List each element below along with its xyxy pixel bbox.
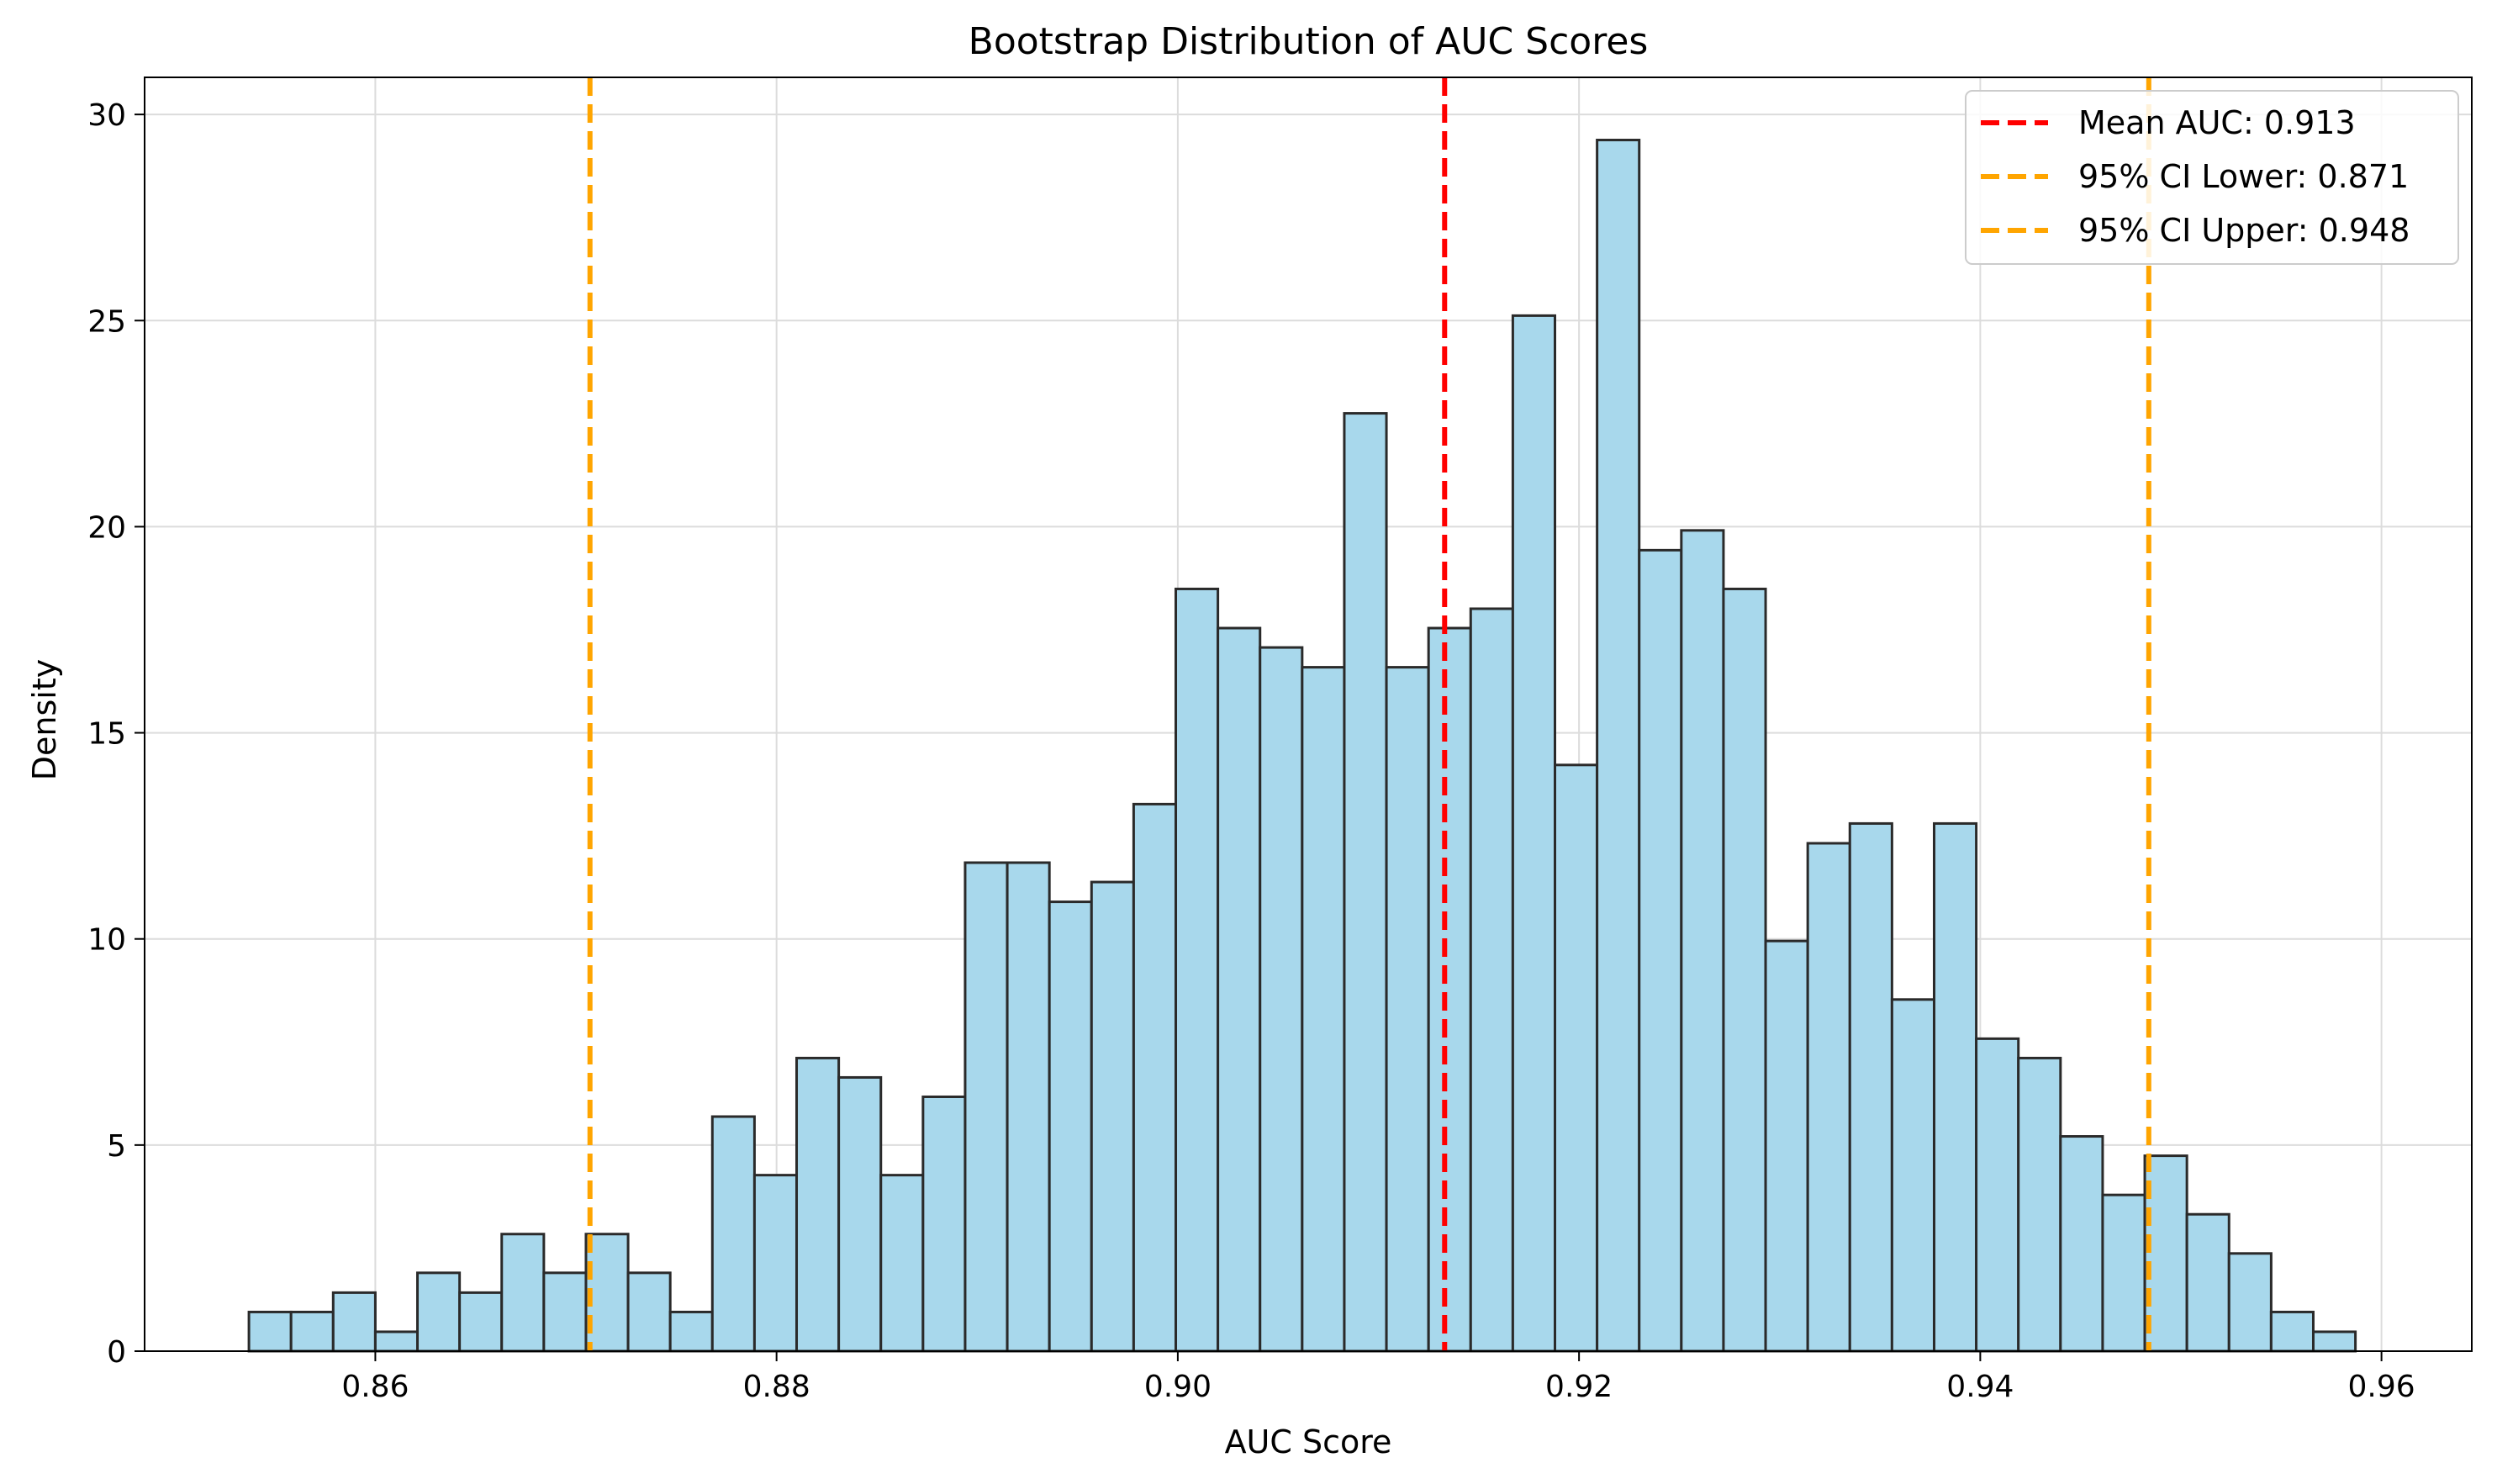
histogram-bar — [1680, 529, 1725, 1353]
x-tick-label: 0.94 — [1946, 1370, 2014, 1404]
histogram-bar — [416, 1271, 462, 1353]
histogram-bar — [1048, 900, 1093, 1353]
histogram-bar — [1932, 821, 1978, 1353]
histogram-bar — [542, 1271, 588, 1353]
histogram-bar — [837, 1075, 883, 1353]
histogram-bar — [879, 1174, 925, 1353]
y-tick-label: 10 — [87, 923, 126, 958]
histogram-bar — [247, 1310, 293, 1353]
histogram-bar — [1175, 587, 1220, 1353]
histogram-bar — [1722, 587, 1767, 1353]
y-tick-label: 0 — [107, 1335, 126, 1370]
histogram-bar — [2269, 1310, 2315, 1353]
histogram-bar — [458, 1291, 504, 1353]
y-tick-label: 5 — [107, 1129, 126, 1164]
histogram-bar — [668, 1310, 714, 1353]
legend-entry: Mean AUC: 0.913 — [2078, 104, 2356, 141]
histogram-bar — [2227, 1252, 2273, 1353]
histogram-bar — [2101, 1193, 2146, 1353]
chart-title: Bootstrap Distribution of AUC Scores — [969, 20, 1649, 63]
histogram-bar — [1343, 412, 1388, 1353]
histogram-bar — [1806, 842, 1851, 1353]
x-axis-label: AUC Score — [1225, 1423, 1392, 1460]
legend-entry: 95% CI Lower: 0.871 — [2078, 158, 2409, 195]
histogram-bar — [795, 1056, 841, 1353]
histogram-bar — [2017, 1056, 2062, 1353]
histogram-bar — [1848, 821, 1893, 1353]
y-axis-label: Density — [26, 659, 63, 780]
x-tick-label: 0.88 — [743, 1370, 810, 1404]
histogram-bar — [1090, 880, 1135, 1353]
histogram-bar — [1596, 139, 1641, 1353]
histogram-bar — [1764, 939, 1809, 1353]
x-tick-label: 0.96 — [2348, 1370, 2415, 1404]
x-tick-label: 0.90 — [1144, 1370, 1212, 1404]
reference-lines — [587, 77, 2151, 1351]
histogram-bar — [1217, 626, 1262, 1353]
histogram-bar — [752, 1174, 799, 1353]
histogram-bar — [1259, 646, 1304, 1353]
histogram-bar — [1385, 666, 1430, 1353]
legend-entry: 95% CI Upper: 0.948 — [2078, 212, 2410, 249]
legend-box — [1965, 90, 2459, 265]
y-tick-label: 20 — [87, 510, 126, 545]
y-tick-label: 25 — [87, 304, 126, 339]
histogram-bar — [1890, 998, 1935, 1353]
histogram-bar — [1638, 548, 1683, 1353]
x-tick-label: 0.92 — [1545, 1370, 1613, 1404]
x-tick-label: 0.86 — [341, 1370, 409, 1404]
histogram-bar — [710, 1115, 756, 1353]
histogram-bar — [963, 861, 1009, 1353]
plot-frame — [144, 77, 2473, 1352]
histogram-bar — [626, 1271, 672, 1353]
histogram-bar — [331, 1291, 377, 1353]
histogram-bar — [500, 1233, 546, 1353]
histogram-bar — [1427, 626, 1472, 1353]
histogram-bar — [289, 1310, 335, 1353]
histogram-bar — [373, 1330, 420, 1353]
histogram-bar — [2311, 1330, 2357, 1353]
histogram-bar — [2059, 1135, 2104, 1353]
x-axis: 0.86 0.88 0.90 0.92 0.94 0.96 — [341, 1351, 2415, 1404]
legend: Mean AUC: 0.913 95% CI Lower: 0.871 95% CI… — [1965, 90, 2459, 265]
histogram-bar — [2185, 1212, 2230, 1353]
y-tick-label: 15 — [87, 717, 126, 752]
histogram-bar — [1132, 802, 1178, 1353]
histogram-bar — [1006, 861, 1051, 1353]
histogram-bar — [1301, 666, 1346, 1353]
y-axis: 0 5 10 15 20 25 30 — [87, 98, 145, 1370]
y-tick-label: 30 — [87, 98, 126, 133]
histogram-bar — [1511, 314, 1557, 1353]
histogram-bars — [247, 139, 2357, 1353]
histogram-bar — [1975, 1037, 2020, 1353]
histogram-bar — [1554, 763, 1599, 1353]
histogram-bar — [1469, 607, 1514, 1353]
histogram-bar — [921, 1095, 967, 1353]
